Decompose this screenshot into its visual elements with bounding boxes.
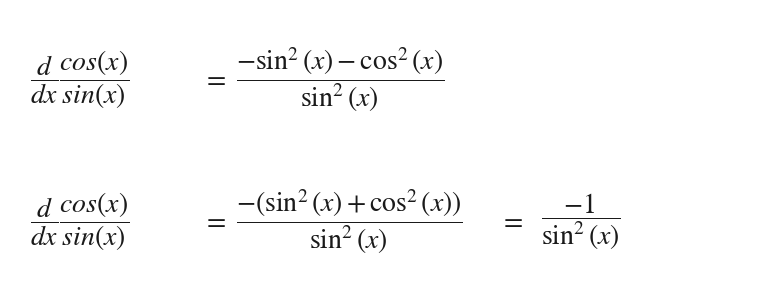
Text: $\dfrac{-1}{\sin^{2}(x)}$: $\dfrac{-1}{\sin^{2}(x)}$ xyxy=(541,191,621,252)
Text: $=$: $=$ xyxy=(202,209,226,234)
Text: $\dfrac{d}{dx}\dfrac{cos(x)}{sin(x)}$: $\dfrac{d}{dx}\dfrac{cos(x)}{sin(x)}$ xyxy=(30,190,130,253)
Text: $=$: $=$ xyxy=(202,67,226,92)
Text: $\dfrac{-\sin^{2}(x) - \cos^{2}(x)}{\sin^{2}(x)}$: $\dfrac{-\sin^{2}(x) - \cos^{2}(x)}{\sin… xyxy=(236,45,444,114)
Text: $\dfrac{-(\sin^{2}(x) + \cos^{2}(x))}{\sin^{2}(x)}$: $\dfrac{-(\sin^{2}(x) + \cos^{2}(x))}{\s… xyxy=(236,187,463,256)
Text: $\dfrac{d}{dx}\dfrac{cos(x)}{sin(x)}$: $\dfrac{d}{dx}\dfrac{cos(x)}{sin(x)}$ xyxy=(30,48,130,111)
Text: $=$: $=$ xyxy=(499,209,523,234)
